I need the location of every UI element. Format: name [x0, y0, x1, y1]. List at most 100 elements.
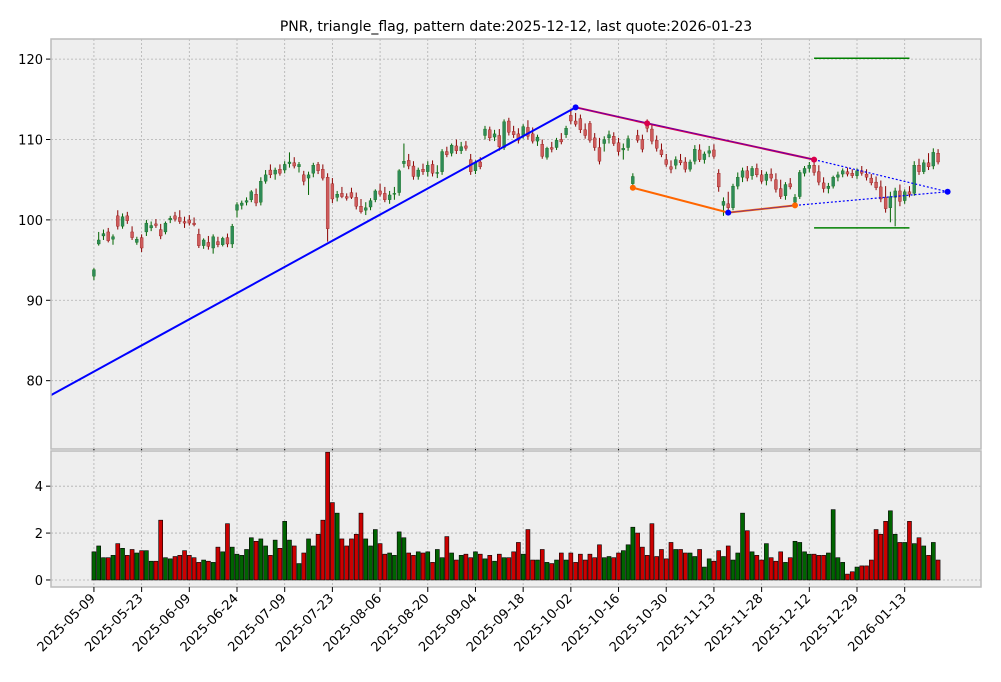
candle-body [240, 202, 244, 206]
volume-bar [859, 565, 865, 581]
volume-bar [849, 571, 855, 581]
candle-body [364, 207, 368, 211]
volume-bar [826, 552, 831, 581]
candle-body [607, 134, 611, 139]
volume-bar [692, 556, 698, 581]
volume-bar [153, 560, 159, 581]
candle-body [244, 200, 249, 203]
candle-body [693, 148, 697, 162]
volume-bar [377, 543, 383, 581]
volume-bar [916, 537, 922, 581]
candle-body [402, 161, 406, 164]
volume-bar [544, 562, 550, 581]
lower-line-end-marker [792, 202, 798, 209]
candle-body [340, 193, 344, 197]
x-axis: 2025-05-092025-05-232025-06-092025-06-24… [35, 587, 910, 655]
volume-bar [277, 548, 283, 581]
candle-body [249, 191, 253, 200]
volume-bar [525, 529, 531, 581]
volume-bar [535, 559, 540, 581]
candle-body [688, 161, 692, 170]
candle-body [421, 169, 425, 172]
candle-body [597, 147, 602, 162]
candle-body [659, 149, 664, 155]
volume-bar [463, 553, 469, 581]
volume-bar [454, 559, 459, 581]
candle-body [879, 186, 883, 200]
candle-body [168, 218, 172, 221]
volume-bar [115, 543, 121, 581]
candle-body [907, 191, 912, 195]
candle-body [359, 206, 363, 212]
candle-body [292, 162, 296, 167]
candle-body [635, 135, 640, 141]
candle-body [655, 140, 659, 149]
volume-bar [148, 560, 154, 581]
volume-bar [444, 536, 450, 581]
candle-body [325, 177, 330, 229]
volume-bar [616, 552, 621, 581]
candle-body [640, 139, 645, 150]
candle-body [387, 194, 392, 200]
candle-body [116, 215, 120, 227]
volume-bar [592, 557, 597, 581]
candle-body [831, 177, 835, 187]
candle-body [259, 181, 263, 203]
volume-bar [749, 551, 755, 581]
volume-bar [229, 546, 235, 581]
volume-bar [244, 549, 249, 581]
price-plot-area [51, 39, 981, 449]
volume-bar [425, 551, 431, 581]
volume-bar [759, 559, 764, 581]
volume-bar [187, 555, 192, 581]
volume-bar [683, 552, 688, 581]
candle-body [836, 174, 840, 178]
candle-body [449, 144, 454, 154]
volume-bar [306, 538, 311, 581]
candle-body [225, 237, 230, 245]
volume-bar [125, 555, 130, 581]
candle-body [197, 234, 201, 246]
volume-bar [311, 545, 316, 581]
volume-bar [663, 558, 669, 581]
candle-body [750, 168, 754, 176]
volume-bar [520, 553, 526, 581]
candle-body [807, 165, 811, 169]
volume-bar [430, 562, 435, 581]
volume-plot-area [51, 451, 981, 587]
volume-bar [568, 552, 574, 581]
volume-bar [907, 521, 912, 581]
candle-body [435, 172, 439, 174]
candle-body [588, 123, 592, 141]
candle-body [139, 237, 144, 249]
candle-body [869, 177, 873, 184]
volume-bar [640, 546, 645, 581]
candle-body [426, 165, 430, 172]
chart-title: PNR, triangle_flag, pattern date:2025-12… [280, 19, 752, 35]
volume-bar [91, 551, 97, 581]
candle-body [154, 223, 158, 226]
candle-body [631, 176, 635, 184]
volume-bar [606, 556, 612, 581]
candle-body [569, 115, 573, 122]
volume-bar [282, 521, 287, 581]
candle-body [864, 173, 869, 178]
volume-bar [201, 559, 206, 581]
volume-bar [926, 555, 931, 581]
volume-bar [144, 550, 149, 581]
candle-body [697, 149, 702, 160]
candle-body [316, 164, 320, 171]
volume-bar [787, 557, 793, 581]
volume-bar [411, 555, 416, 581]
volume-bar [439, 557, 445, 581]
candle-body [788, 183, 792, 188]
volume-bar [353, 533, 359, 581]
volume-bar [182, 550, 187, 581]
candle-body [669, 166, 673, 170]
candle-body [531, 133, 535, 142]
volume-bar [134, 552, 140, 581]
volume-bar [363, 538, 369, 581]
candle-body [206, 242, 211, 247]
candle-body [721, 201, 726, 206]
upper-accent-line [575, 106, 815, 160]
